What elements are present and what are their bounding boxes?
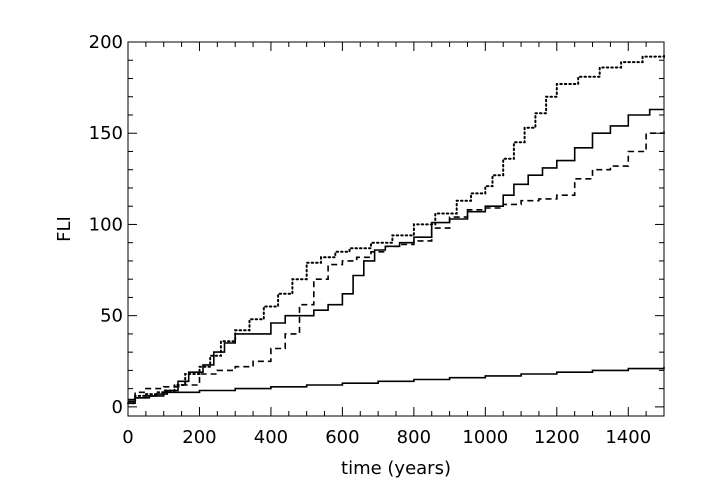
x-tick-label: 1000	[462, 427, 508, 448]
y-tick-label: 150	[89, 123, 123, 144]
series-line-2	[128, 108, 664, 404]
plot-frame	[127, 41, 665, 417]
x-tick-label: 600	[325, 427, 359, 448]
x-tick-label: 800	[397, 427, 431, 448]
series-line-3	[128, 127, 665, 403]
y-axis-title: FLI	[54, 216, 75, 242]
y-tick-label: 200	[89, 32, 123, 53]
series-line-4	[128, 366, 665, 401]
x-tick-label: 1200	[534, 427, 580, 448]
x-tick-label: 1400	[605, 427, 651, 448]
x-tick-label: 400	[254, 427, 288, 448]
y-tick-label: 0	[112, 397, 123, 418]
y-tick-label: 50	[100, 306, 123, 327]
axis-ticks	[127, 41, 664, 416]
series-line-1	[127, 53, 665, 405]
series-layer	[127, 53, 665, 405]
y-tick-label: 100	[89, 214, 123, 235]
x-tick-label: 200	[182, 427, 216, 448]
x-axis-title: time (years)	[341, 458, 451, 479]
axis-tick-labels: 0 200 400 600 800 1000 1200 1400 0 50 100 150 200	[89, 32, 652, 448]
x-tick-label: 0	[122, 427, 133, 448]
